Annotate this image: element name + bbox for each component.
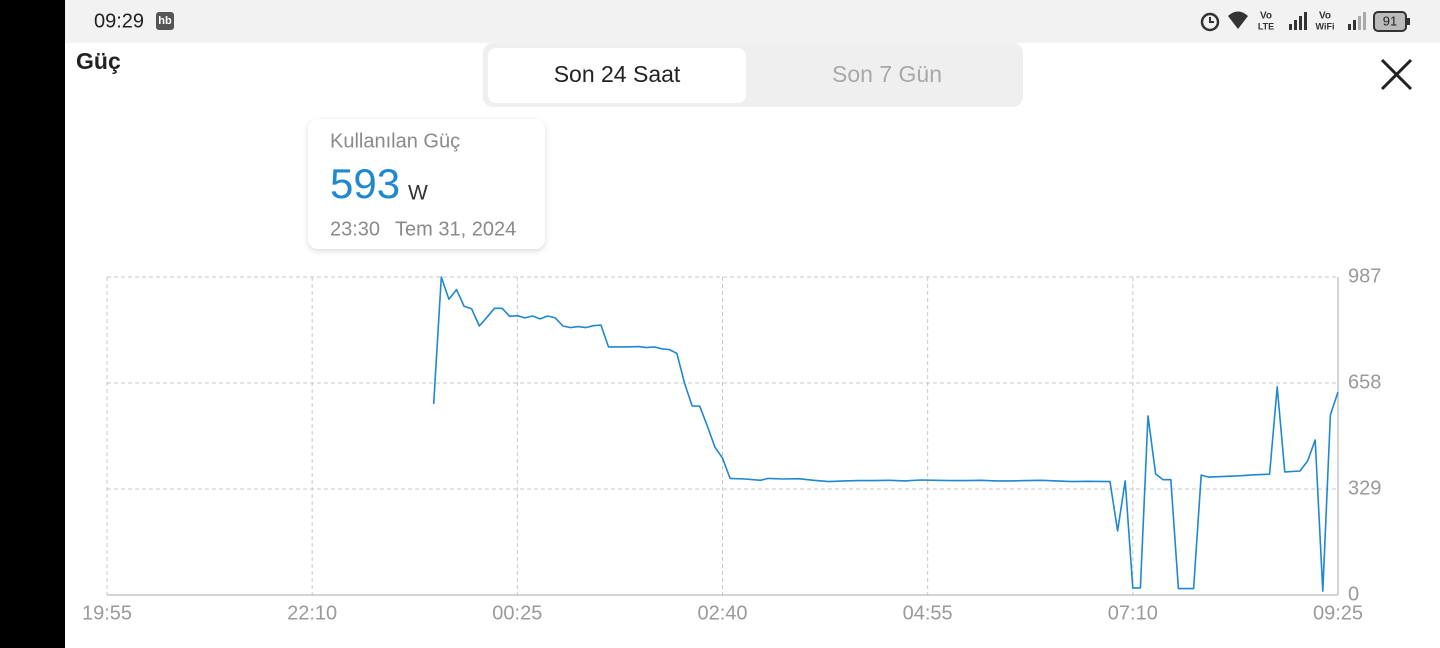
- x-tick-label: 19:55: [82, 602, 132, 624]
- x-tick-label: 02:40: [697, 602, 747, 624]
- page-title: Güç: [76, 48, 121, 74]
- x-tick-label: 09:25: [1313, 602, 1363, 624]
- alarm-hand: [1209, 17, 1214, 23]
- x-tick-label: 07:10: [1108, 602, 1158, 624]
- alarm-icon: [1200, 12, 1220, 32]
- data-line: [432, 276, 1339, 592]
- app-badge: hb: [158, 15, 172, 27]
- tooltip-unit: W: [408, 182, 428, 205]
- battery: [1373, 11, 1407, 32]
- app-badge-bg: [156, 12, 174, 30]
- x-tick-label: 22:10: [287, 602, 337, 624]
- signal-1: [1289, 12, 1307, 30]
- chart: 0 329 658 987 19:55 22:10 00:25 02:40 04:55 07:10…: [82, 265, 1381, 624]
- left-edge: [0, 0, 65, 648]
- x-tick-label: 04:55: [903, 602, 953, 624]
- wifi-icon: [1228, 11, 1248, 29]
- y-tick-label: 329: [1348, 477, 1381, 499]
- tab[interactable]: Son 7 Gün: [832, 61, 942, 87]
- tooltip: [308, 119, 545, 249]
- signal-2: [1348, 12, 1366, 30]
- tab-active-bg[interactable]: [488, 48, 746, 103]
- battery-level: 91: [1383, 13, 1397, 28]
- y-tick-label: 658: [1348, 371, 1381, 393]
- wifi-call-top: Vo: [1319, 11, 1331, 22]
- wifi-call-bottom: WiFi: [1316, 21, 1335, 31]
- tooltip-label: Kullanılan Güç: [330, 130, 460, 152]
- y-tick-label: 987: [1348, 265, 1381, 287]
- tooltip-date: Tem 31, 2024: [395, 218, 516, 240]
- y-tick-label: 0: [1348, 583, 1359, 605]
- close-button[interactable]: [1380, 58, 1413, 91]
- status-time: 09:29: [94, 10, 144, 32]
- x-tick-label: 00:25: [492, 602, 542, 624]
- tab[interactable]: Son 24 Saat: [554, 61, 681, 87]
- lte-top: Vo: [1260, 11, 1272, 22]
- tooltip-value: 593: [330, 160, 400, 207]
- tooltip-time: 23:30: [330, 218, 380, 240]
- lte-bottom: LTE: [1258, 21, 1274, 31]
- battery-tip: [1407, 18, 1410, 25]
